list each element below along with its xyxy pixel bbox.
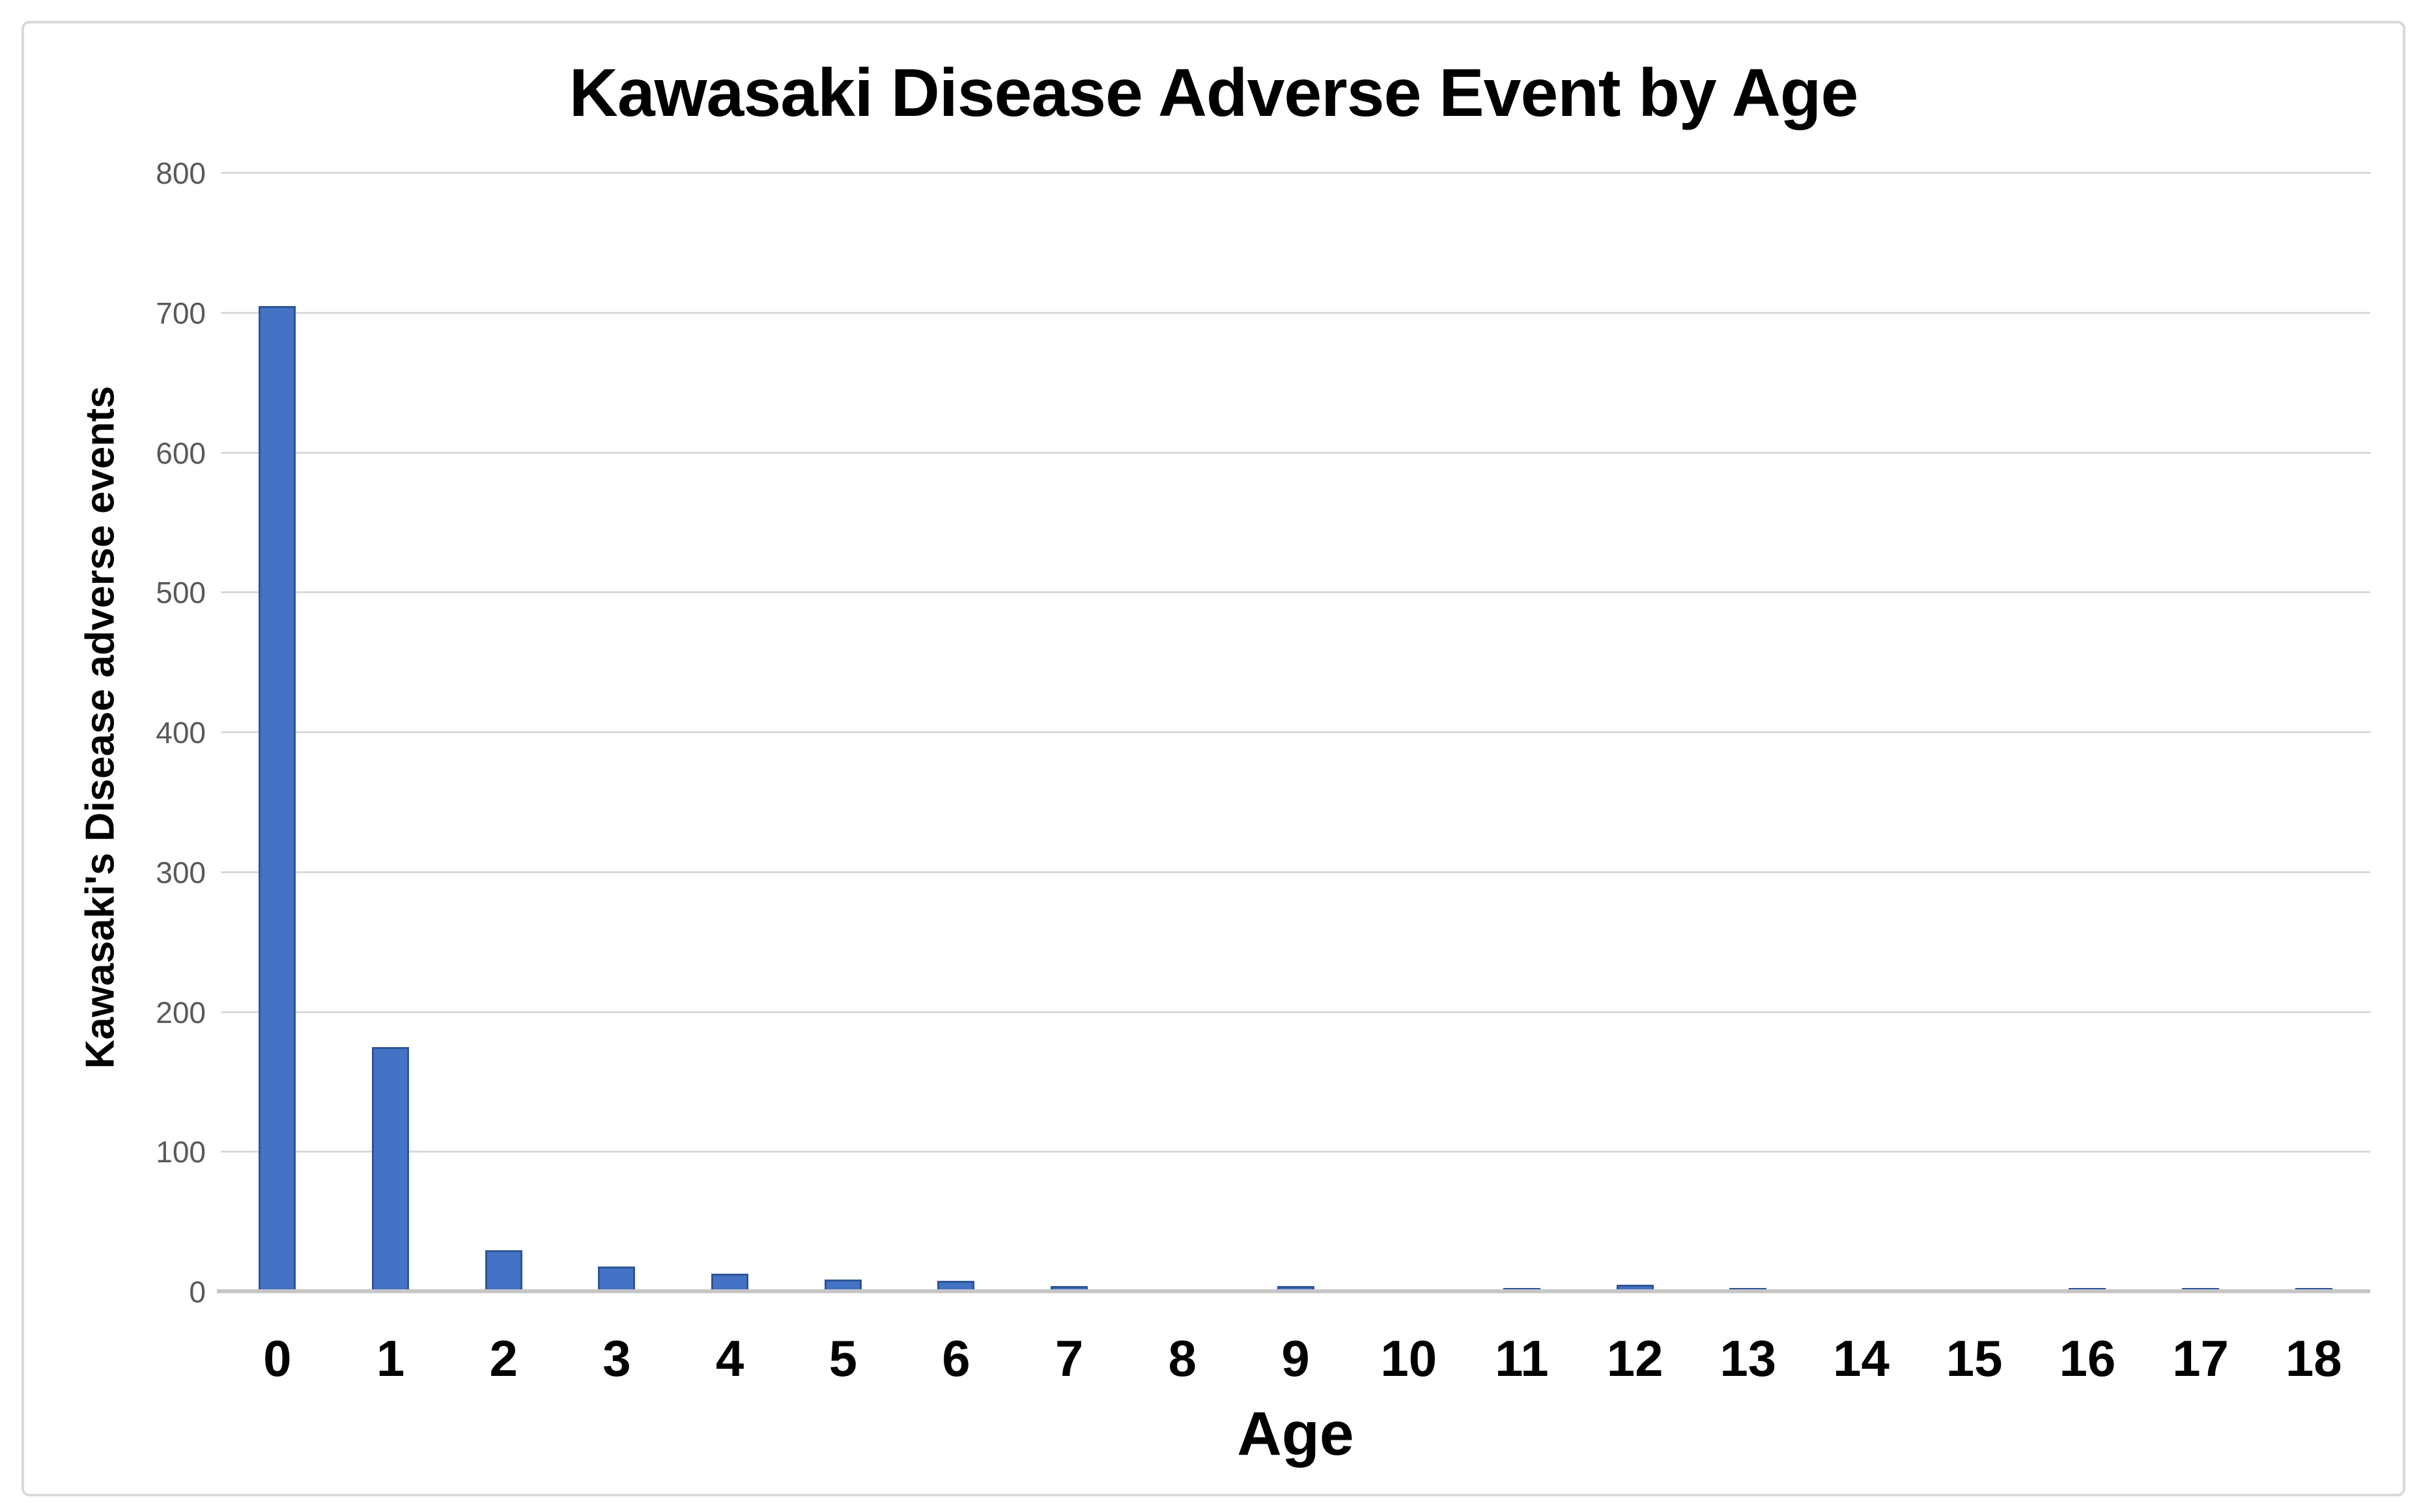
x-tick-label-7: 7 <box>1055 1330 1084 1387</box>
y-tick-label-400: 400 <box>156 716 206 749</box>
bar-cell-age-9 <box>1239 173 1352 1292</box>
bar-cell-age-15 <box>1918 173 2031 1292</box>
chart-frame: Kawasaki Disease Adverse Event by Age Ka… <box>21 21 2405 1496</box>
bar-cell-age-8 <box>1126 173 1239 1292</box>
x-tick-label-4: 4 <box>715 1330 744 1387</box>
bar-cell-age-16 <box>2031 173 2144 1292</box>
bars-container <box>221 173 2370 1292</box>
y-axis-tick-labels: 0 100 200 300 400 500 600 700 800 <box>24 156 206 1309</box>
y-tick-label-200: 200 <box>156 995 206 1029</box>
x-tick-label-17: 17 <box>2172 1330 2229 1387</box>
y-tick-label-500: 500 <box>156 576 206 610</box>
bar-cell-age-13 <box>1692 173 1805 1292</box>
y-tick-label-700: 700 <box>156 296 206 330</box>
bar-cell-age-0 <box>221 173 334 1292</box>
x-tick-label-13: 13 <box>1720 1330 1777 1387</box>
y-tick-label-100: 100 <box>156 1135 206 1169</box>
bar-cell-age-14 <box>1805 173 1918 1292</box>
gridline-700 <box>221 311 2370 314</box>
x-tick-label-12: 12 <box>1606 1330 1664 1387</box>
bar-age-3 <box>598 1267 636 1292</box>
bar-cell-age-3 <box>560 173 673 1292</box>
bar-cell-age-6 <box>899 173 1013 1292</box>
x-tick-label-15: 15 <box>1946 1330 2003 1387</box>
x-tick-label-2: 2 <box>489 1330 518 1387</box>
gridline-600 <box>221 451 2370 454</box>
gridline-300 <box>221 871 2370 873</box>
y-tick-label-0: 0 <box>189 1275 206 1309</box>
x-axis-title: Age <box>1237 1399 1354 1468</box>
x-tick-label-11: 11 <box>1495 1330 1549 1387</box>
x-tick-label-0: 0 <box>263 1330 292 1387</box>
x-tick-label-14: 14 <box>1833 1330 1890 1387</box>
x-tick-label-18: 18 <box>2285 1330 2342 1387</box>
x-tick-label-10: 10 <box>1380 1330 1437 1387</box>
bar-cell-age-2 <box>447 173 560 1292</box>
bar-cell-age-17 <box>2144 173 2258 1292</box>
x-tick-label-1: 1 <box>376 1330 405 1387</box>
x-tick-label-16: 16 <box>2059 1330 2116 1387</box>
chart-title: Kawasaki Disease Adverse Event by Age <box>569 55 1859 131</box>
y-tick-label-600: 600 <box>156 436 206 470</box>
gridline-100 <box>221 1151 2370 1153</box>
bar-cell-age-12 <box>1578 173 1692 1292</box>
bar-age-1 <box>372 1047 410 1292</box>
y-tick-label-800: 800 <box>156 156 206 190</box>
x-tick-label-9: 9 <box>1281 1330 1310 1387</box>
x-axis-line <box>217 1289 2370 1293</box>
x-tick-label-3: 3 <box>602 1330 631 1387</box>
gridline-500 <box>221 591 2370 594</box>
gridline-400 <box>221 731 2370 733</box>
plot-area <box>217 172 2370 1293</box>
bar-cell-age-7 <box>1013 173 1126 1292</box>
gridline-200 <box>221 1011 2370 1013</box>
x-tick-label-5: 5 <box>828 1330 857 1387</box>
x-tick-label-8: 8 <box>1168 1330 1197 1387</box>
y-tick-label-300: 300 <box>156 855 206 889</box>
gridline-800 <box>221 172 2370 174</box>
bar-cell-age-10 <box>1352 173 1465 1292</box>
bar-cell-age-5 <box>786 173 899 1292</box>
bar-age-2 <box>485 1250 522 1292</box>
bar-cell-age-11 <box>1465 173 1579 1292</box>
bar-cell-age-18 <box>2257 173 2370 1292</box>
x-axis-tick-labels: 0 1 2 3 4 5 6 7 8 9 10 11 12 13 14 15 16 17 18 <box>221 1331 2370 1386</box>
bar-age-0 <box>259 306 296 1292</box>
x-tick-label-6: 6 <box>942 1330 970 1387</box>
bar-cell-age-4 <box>673 173 787 1292</box>
bar-cell-age-1 <box>334 173 447 1292</box>
